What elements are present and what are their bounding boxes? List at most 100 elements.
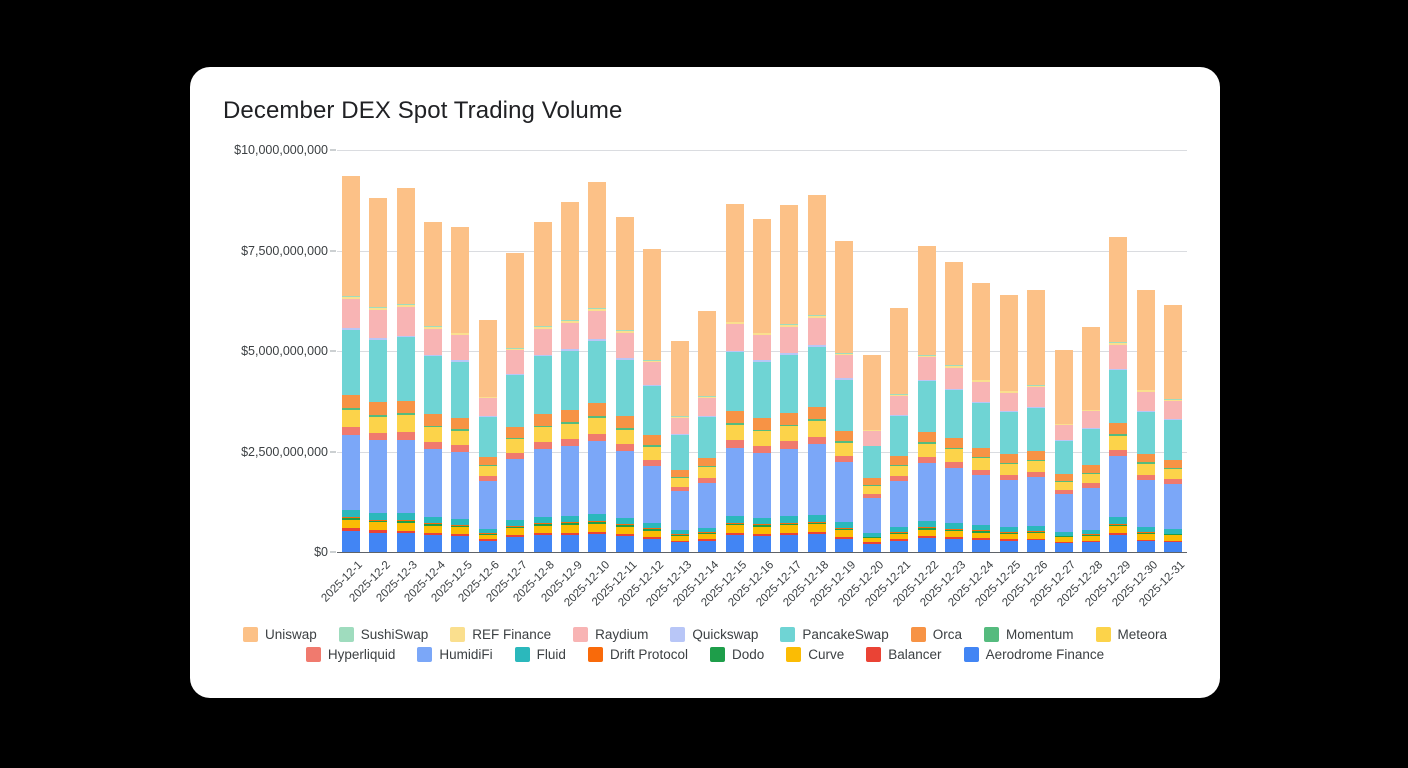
bar-segment[interactable]	[1082, 473, 1101, 484]
bar-segment[interactable]	[890, 396, 909, 415]
bar-segment[interactable]	[615, 524, 634, 526]
stacked-bar[interactable]: 2025-12-21	[863, 307, 914, 609]
bar-segment[interactable]	[1082, 483, 1101, 488]
bar-segment[interactable]	[807, 346, 826, 408]
bar-segment[interactable]	[1164, 479, 1183, 484]
bar-segment[interactable]	[999, 531, 1018, 533]
stacked-bar[interactable]: 2025-12-27	[1028, 349, 1078, 609]
bar-segment[interactable]	[999, 540, 1018, 552]
bar-segment[interactable]	[1054, 541, 1073, 543]
bar-segment[interactable]	[533, 449, 552, 517]
bar-segment[interactable]	[1027, 385, 1046, 387]
bar-segment[interactable]	[1027, 540, 1046, 552]
bar-segment[interactable]	[561, 350, 580, 411]
bar-segment[interactable]	[725, 523, 744, 526]
stacked-bar[interactable]: 2025-12-14	[672, 310, 722, 609]
bar-segment[interactable]	[999, 411, 1018, 413]
bar-segment[interactable]	[972, 539, 991, 552]
stacked-bar[interactable]: 2025-12-24	[946, 282, 996, 609]
bar-segment[interactable]	[369, 416, 388, 433]
bar-segment[interactable]	[1136, 411, 1155, 454]
bar-segment[interactable]	[1082, 427, 1101, 429]
bar-segment[interactable]	[615, 429, 634, 445]
bar-segment[interactable]	[643, 459, 662, 466]
bar-segment[interactable]	[1054, 490, 1073, 495]
legend-item[interactable]: Momentum	[983, 627, 1074, 642]
bar-segment[interactable]	[807, 314, 826, 316]
bar-segment[interactable]	[780, 532, 799, 535]
bar-segment[interactable]	[725, 350, 744, 353]
bar-segment[interactable]	[753, 218, 771, 333]
bar-segment[interactable]	[698, 457, 717, 466]
bar-segment[interactable]	[753, 524, 771, 526]
bar-segment[interactable]	[835, 378, 854, 380]
bar-segment[interactable]	[807, 315, 826, 318]
bar-segment[interactable]	[862, 538, 881, 543]
bar-segment[interactable]	[999, 462, 1018, 464]
bar-segment[interactable]	[917, 529, 936, 537]
bar-segment[interactable]	[835, 353, 854, 356]
bar-segment[interactable]	[1136, 390, 1155, 392]
legend-item[interactable]: Uniswap	[242, 627, 317, 642]
bar-segment[interactable]	[423, 425, 442, 428]
bar-segment[interactable]	[423, 354, 442, 357]
bar-segment[interactable]	[698, 416, 717, 418]
bar-segment[interactable]	[478, 533, 497, 535]
bar-segment[interactable]	[807, 194, 826, 315]
bar-segment[interactable]	[917, 521, 936, 528]
bar-segment[interactable]	[972, 469, 991, 476]
bar-segment[interactable]	[725, 516, 744, 523]
bar-segment[interactable]	[917, 463, 936, 522]
bar-segment[interactable]	[1136, 453, 1155, 463]
bar-segment[interactable]	[588, 433, 607, 442]
bar-segment[interactable]	[533, 326, 552, 329]
bar-segment[interactable]	[944, 366, 963, 368]
bar-segment[interactable]	[1054, 424, 1073, 426]
bar-segment[interactable]	[862, 543, 881, 552]
bar-segment[interactable]	[341, 395, 360, 409]
bar-segment[interactable]	[725, 423, 744, 426]
bar-segment[interactable]	[670, 341, 689, 417]
bar-segment[interactable]	[423, 442, 442, 450]
bar-segment[interactable]	[835, 379, 854, 431]
bar-segment[interactable]	[396, 530, 415, 534]
bar-segment[interactable]	[588, 311, 607, 340]
bar-segment[interactable]	[533, 354, 552, 357]
bar-segment[interactable]	[917, 443, 936, 457]
bar-segment[interactable]	[369, 402, 388, 415]
stacked-bar[interactable]: 2025-12-26	[1001, 290, 1051, 609]
bar-segment[interactable]	[561, 322, 580, 350]
bar-segment[interactable]	[1109, 423, 1128, 435]
bar-segment[interactable]	[533, 221, 552, 326]
bar-segment[interactable]	[1054, 480, 1073, 482]
bar-segment[interactable]	[396, 512, 415, 520]
bar-segment[interactable]	[780, 326, 799, 354]
bar-segment[interactable]	[1054, 542, 1073, 552]
bar-segment[interactable]	[917, 357, 936, 381]
legend-item[interactable]: HumidiFi	[417, 647, 493, 662]
bar-segment[interactable]	[533, 425, 552, 428]
bar-segment[interactable]	[835, 538, 854, 552]
bar-segment[interactable]	[533, 326, 552, 327]
bar-segment[interactable]	[451, 226, 470, 333]
bar-segment[interactable]	[588, 308, 607, 310]
bar-segment[interactable]	[369, 338, 388, 340]
bar-segment[interactable]	[698, 310, 717, 397]
bar-segment[interactable]	[1054, 494, 1073, 532]
bar-segment[interactable]	[615, 533, 634, 536]
stacked-bar[interactable]: 2025-12-11	[590, 216, 639, 608]
bar-segment[interactable]	[972, 531, 991, 533]
bar-segment[interactable]	[944, 538, 963, 552]
bar-segment[interactable]	[1164, 535, 1183, 541]
bar-segment[interactable]	[369, 198, 388, 308]
bar-segment[interactable]	[972, 379, 991, 381]
bar-segment[interactable]	[972, 380, 991, 382]
bar-segment[interactable]	[1164, 459, 1183, 468]
bar-segment[interactable]	[807, 534, 826, 552]
bar-segment[interactable]	[780, 412, 799, 425]
bar-segment[interactable]	[890, 464, 909, 466]
bar-segment[interactable]	[890, 456, 909, 465]
bar-segment[interactable]	[972, 381, 991, 402]
bar-segment[interactable]	[807, 421, 826, 437]
bar-segment[interactable]	[561, 202, 580, 320]
